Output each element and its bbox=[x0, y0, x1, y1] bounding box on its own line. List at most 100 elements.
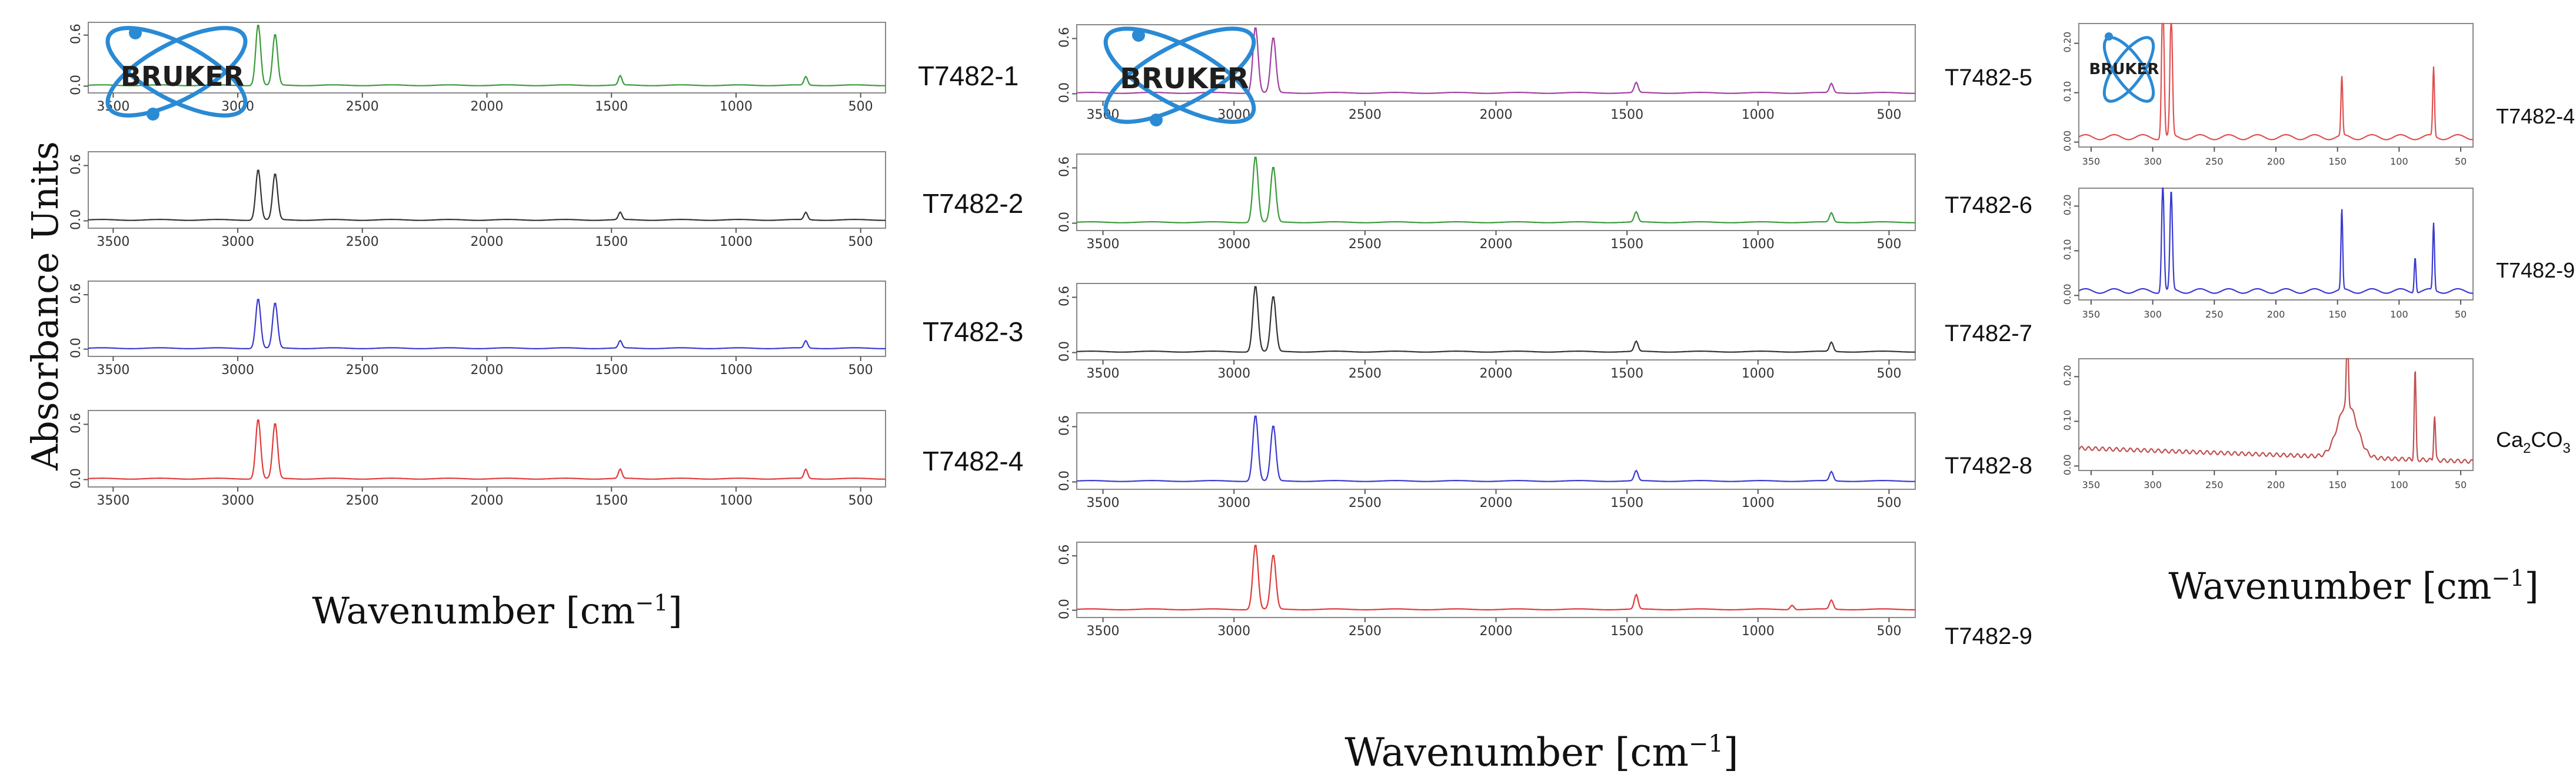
x-tick-label: 500 bbox=[1876, 366, 1901, 381]
x-label-close: ] bbox=[2524, 565, 2538, 608]
x-tick-label: 1000 bbox=[1742, 237, 1775, 252]
bruker-electron-icon bbox=[147, 108, 159, 121]
ca-label-sub2: 3 bbox=[2562, 440, 2570, 456]
spectrum-line-T7482-1 bbox=[1076, 27, 1915, 94]
y-tick-label: 0.6 bbox=[1057, 27, 1072, 48]
x-tick-label: 1000 bbox=[1742, 108, 1775, 122]
y-tick-label: 0.00 bbox=[2062, 131, 2073, 152]
x-label-superscript: −1 bbox=[2491, 565, 2524, 591]
bruker-electron-icon bbox=[1150, 114, 1163, 126]
x-tick-label: 500 bbox=[848, 99, 873, 114]
x-tick-label: 3500 bbox=[1087, 366, 1120, 381]
sample-label: T7482-4 bbox=[2496, 104, 2575, 128]
y-tick-label: 0.0 bbox=[69, 209, 84, 230]
y-tick-label: 0.0 bbox=[1057, 82, 1072, 103]
bruker-orbit-ring bbox=[105, 26, 248, 118]
sample-label: T7482-9 bbox=[1945, 623, 2032, 649]
sample-label: T7482-6 bbox=[1945, 192, 2032, 218]
x-tick-label: 1500 bbox=[595, 493, 628, 508]
bruker-orbit-ring bbox=[1103, 26, 1256, 124]
spectrum-line-red bbox=[88, 419, 886, 480]
spectrum-line-T7482-4 bbox=[1076, 415, 1915, 482]
bruker-orbit-ring bbox=[105, 26, 248, 118]
x-tick-label: 2500 bbox=[346, 235, 379, 249]
spectrum-line-black bbox=[88, 169, 886, 221]
plot-frame bbox=[1076, 283, 1916, 361]
x-tick-label: 1000 bbox=[720, 493, 753, 508]
sample-label: T7482-9 bbox=[2496, 258, 2575, 282]
y-tick-label: 0.10 bbox=[2062, 239, 2073, 261]
y-tick-label: 0.0 bbox=[69, 468, 84, 489]
sample-label: T7482-3 bbox=[923, 316, 1023, 347]
x-tick-label: 150 bbox=[2328, 309, 2347, 320]
x-tick-label: 3500 bbox=[1087, 496, 1120, 510]
right-chart: 0.00 0.10 0.20 350 300 250 200 150 100 50 0.00 0.10… bbox=[2062, 22, 2474, 490]
x-tick-label: 3000 bbox=[1217, 496, 1250, 510]
ca-label-mid: CO bbox=[2531, 428, 2562, 452]
x-label-text: Wavenumber [cm bbox=[1344, 730, 1689, 775]
x-tick-label: 2000 bbox=[1480, 496, 1513, 510]
x-tick-label: 2000 bbox=[471, 99, 504, 114]
x-tick-label: 200 bbox=[2267, 156, 2285, 167]
x-tick-label: 500 bbox=[1876, 237, 1901, 252]
x-tick-label: 1000 bbox=[720, 363, 753, 378]
spectrum-line-T7482-4 bbox=[2078, 22, 2474, 141]
x-tick-label: 2500 bbox=[346, 493, 379, 508]
plot-frame bbox=[88, 22, 886, 94]
bruker-logo-middle: BRUKER bbox=[1103, 26, 1256, 126]
x-tick-label: 2500 bbox=[346, 363, 379, 378]
spectrum-line-Ca2CO3 bbox=[2078, 358, 2474, 464]
x-tick-label: 1500 bbox=[595, 99, 628, 114]
plot-frame bbox=[88, 410, 886, 488]
x-tick-label: 2000 bbox=[1480, 624, 1513, 639]
x-label-text: Wavenumber [cm bbox=[312, 589, 635, 632]
plot-frame bbox=[88, 281, 886, 357]
spectrum-line-T7482-9 bbox=[2078, 187, 2474, 294]
x-label-superscript: −1 bbox=[635, 590, 668, 616]
x-tick-label: 350 bbox=[2082, 156, 2101, 167]
x-tick-label: 500 bbox=[848, 493, 873, 508]
x-tick-label: 200 bbox=[2267, 479, 2285, 490]
middle-x-axis-label: Wavenumber [cm−1] bbox=[1344, 730, 1738, 775]
x-tick-label: 500 bbox=[848, 235, 873, 249]
x-tick-label: 2000 bbox=[1480, 237, 1513, 252]
plot-frame bbox=[2078, 23, 2474, 148]
sample-label: T7482-8 bbox=[1945, 453, 2032, 479]
x-label-close: ] bbox=[1723, 730, 1739, 775]
y-tick-label: 0.0 bbox=[69, 75, 84, 95]
x-tick-label: 150 bbox=[2328, 479, 2347, 490]
bruker-electron-icon bbox=[129, 26, 142, 39]
x-tick-label: 1000 bbox=[1742, 624, 1775, 639]
x-tick-label: 1000 bbox=[1742, 366, 1775, 381]
bruker-logo-text: BRUKER bbox=[1120, 62, 1249, 95]
x-tick-label: 300 bbox=[2144, 156, 2162, 167]
x-tick-label: 500 bbox=[848, 363, 873, 378]
x-tick-label: 250 bbox=[2205, 156, 2224, 167]
x-label-close: ] bbox=[668, 589, 682, 632]
x-tick-label: 250 bbox=[2205, 479, 2224, 490]
y-tick-label: 0.6 bbox=[1057, 415, 1072, 436]
y-tick-label: 0.00 bbox=[2062, 284, 2073, 305]
x-tick-label: 3500 bbox=[1087, 624, 1120, 639]
x-tick-label: 100 bbox=[2390, 309, 2408, 320]
bruker-logo-right: BRUKER bbox=[2089, 32, 2159, 103]
y-tick-label: 0.6 bbox=[69, 413, 84, 433]
x-tick-label: 3000 bbox=[221, 235, 254, 249]
plot-frame bbox=[1076, 542, 1916, 618]
middle-chart: 0.0 0.6 3500 3000 2500 2000 1500 1000 500 0.0 0.6 3… bbox=[1057, 24, 1916, 639]
x-tick-label: 200 bbox=[2267, 309, 2285, 320]
x-tick-label: 2500 bbox=[1349, 108, 1382, 122]
x-tick-label: 1000 bbox=[1742, 496, 1775, 510]
y-tick-label: 0.6 bbox=[69, 154, 84, 175]
x-tick-label: 3500 bbox=[1087, 237, 1120, 252]
x-tick-label: 50 bbox=[2455, 309, 2467, 320]
x-tick-label: 350 bbox=[2082, 309, 2101, 320]
spectrum-line-T7482-9 bbox=[1077, 545, 1915, 611]
bruker-logo-left: BRUKER bbox=[105, 26, 248, 121]
x-tick-label: 50 bbox=[2455, 156, 2467, 167]
x-tick-label: 500 bbox=[1876, 108, 1901, 122]
ca2co3-label: Ca2CO3 bbox=[2496, 428, 2571, 456]
y-tick-label: 0.0 bbox=[1057, 599, 1072, 619]
left-x-axis-label: Wavenumber [cm−1] bbox=[312, 589, 682, 632]
x-tick-label: 100 bbox=[2390, 156, 2408, 167]
